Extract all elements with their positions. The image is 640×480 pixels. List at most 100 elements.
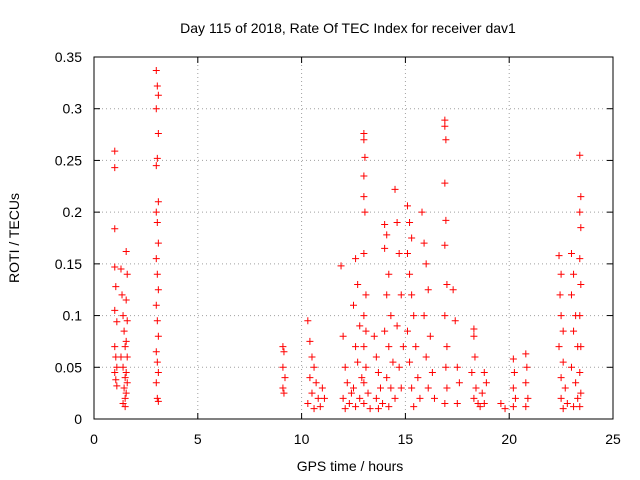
data-point (376, 384, 384, 392)
data-point (557, 374, 565, 382)
data-point (360, 130, 368, 138)
data-point (406, 270, 414, 278)
data-point (443, 343, 451, 351)
data-point (418, 208, 426, 216)
data-point (112, 376, 120, 384)
data-point (557, 312, 565, 320)
data-point (360, 136, 368, 144)
data-point (120, 384, 128, 392)
data-point (403, 202, 411, 210)
y-tick-label: 0.1 (63, 308, 83, 324)
data-point (442, 363, 450, 371)
data-point (306, 337, 314, 345)
data-point (395, 250, 403, 258)
x-tick-label: 20 (501, 431, 517, 447)
data-point (308, 389, 316, 397)
data-point (308, 353, 316, 361)
data-point (472, 384, 480, 392)
x-axis-label: GPS time / hours (297, 458, 404, 474)
data-point (480, 368, 488, 376)
data-point (339, 332, 347, 340)
data-point (391, 394, 399, 402)
y-tick-label: 0.15 (55, 256, 82, 272)
data-point (154, 198, 162, 206)
data-point (154, 91, 162, 99)
data-point (379, 399, 387, 407)
data-point (420, 312, 428, 320)
data-point (524, 394, 532, 402)
data-point (304, 399, 312, 407)
data-point (279, 384, 287, 392)
data-point (453, 399, 461, 407)
data-point (567, 250, 575, 258)
data-point (383, 374, 391, 382)
data-point (441, 241, 449, 249)
data-point (113, 382, 121, 390)
data-point (361, 208, 369, 216)
data-point (153, 82, 161, 90)
data-point (441, 312, 449, 320)
data-point (576, 255, 584, 263)
x-tick-labels: 0 5 10 15 20 25 (90, 431, 621, 447)
x-tick-label: 5 (194, 431, 202, 447)
data-point (111, 263, 119, 271)
data-point (280, 348, 288, 356)
data-point (352, 343, 360, 351)
data-point (360, 343, 368, 351)
data-point (345, 399, 353, 407)
data-point (393, 322, 401, 330)
data-point (123, 317, 131, 325)
data-point (118, 291, 126, 299)
data-point (406, 358, 414, 366)
data-point (577, 193, 585, 201)
data-point (572, 379, 580, 387)
data-point (567, 291, 575, 299)
data-point (451, 317, 459, 325)
x-tick-label: 15 (398, 431, 414, 447)
data-point (117, 353, 125, 361)
data-point (350, 301, 357, 309)
data-point (497, 399, 505, 407)
data-point (111, 343, 119, 351)
data-point (557, 270, 565, 278)
data-point (403, 250, 411, 258)
data-point (360, 172, 368, 180)
data-point (555, 252, 563, 260)
data-point (385, 403, 393, 411)
data-point (113, 318, 121, 326)
data-point (523, 363, 531, 371)
axis-ticks (93, 56, 614, 420)
data-point (339, 394, 347, 402)
data-point (393, 218, 401, 226)
data-point (310, 405, 318, 413)
data-point (122, 247, 130, 255)
data-point (337, 262, 345, 270)
data-point (122, 368, 130, 376)
data-point (510, 368, 518, 376)
data-point (567, 363, 575, 371)
data-point (306, 374, 314, 382)
data-point (360, 312, 368, 320)
data-point (152, 255, 160, 263)
data-point (152, 301, 160, 309)
data-point (424, 384, 432, 392)
data-point (420, 239, 428, 247)
data-point (362, 291, 370, 299)
data-point (381, 244, 389, 252)
data-point (358, 374, 366, 382)
data-point (381, 221, 389, 229)
data-point (360, 250, 368, 258)
data-point (576, 208, 584, 216)
data-point (121, 403, 129, 411)
data-point (354, 358, 362, 366)
data-point (356, 394, 364, 402)
data-point (153, 317, 161, 325)
data-point (443, 384, 451, 392)
y-tick-label: 0.25 (55, 152, 82, 168)
data-point (408, 234, 416, 242)
data-point (352, 403, 360, 411)
data-point (441, 116, 449, 124)
data-point (152, 162, 160, 170)
